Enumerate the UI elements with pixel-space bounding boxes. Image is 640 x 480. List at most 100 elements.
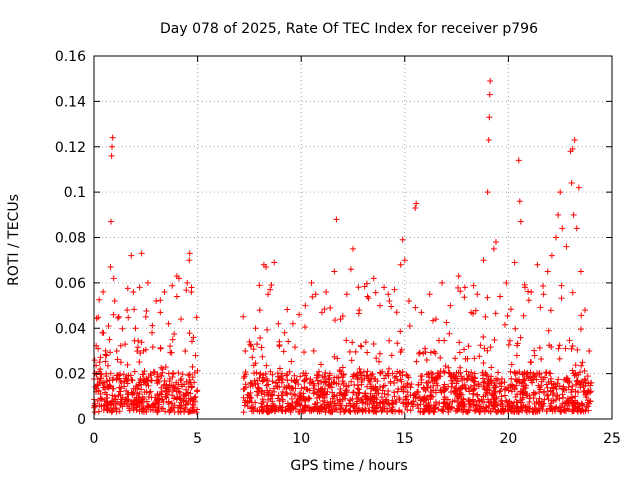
data-point <box>370 275 377 282</box>
data-point <box>257 335 264 342</box>
data-point <box>349 339 356 346</box>
data-point <box>468 369 475 376</box>
data-point <box>259 377 266 384</box>
data-point <box>193 314 200 321</box>
data-point <box>569 343 576 350</box>
data-point <box>145 404 152 411</box>
data-point <box>329 395 336 402</box>
data-point <box>481 345 488 352</box>
data-point <box>276 397 283 404</box>
data-point <box>291 377 298 384</box>
data-point <box>526 399 533 406</box>
data-point <box>347 396 354 403</box>
data-point <box>571 136 578 143</box>
data-point <box>173 379 180 386</box>
data-point <box>151 369 158 376</box>
data-point <box>280 348 287 355</box>
data-point <box>536 371 543 378</box>
data-point <box>372 289 379 296</box>
data-point <box>401 257 408 264</box>
data-point <box>322 369 329 376</box>
data-point <box>136 391 143 398</box>
data-point <box>391 380 398 387</box>
data-point <box>310 407 317 414</box>
data-point <box>361 283 368 290</box>
data-point <box>268 282 275 289</box>
data-point <box>130 401 137 408</box>
data-point <box>364 349 371 356</box>
data-point <box>514 405 521 412</box>
data-point <box>536 405 543 412</box>
data-point <box>521 377 528 384</box>
data-point <box>290 405 297 412</box>
data-point <box>506 337 513 344</box>
data-point <box>511 259 518 266</box>
data-point <box>248 342 255 349</box>
data-point <box>475 397 482 404</box>
data-point <box>504 312 511 319</box>
data-point <box>569 146 576 153</box>
data-point <box>321 392 328 399</box>
data-point <box>559 225 566 232</box>
data-point <box>317 361 324 368</box>
data-point <box>147 370 154 377</box>
data-point <box>512 370 519 377</box>
data-point <box>130 288 137 295</box>
data-point <box>574 401 581 408</box>
data-point <box>423 371 430 378</box>
data-point <box>389 404 396 411</box>
data-point <box>587 382 594 389</box>
data-point <box>519 394 526 401</box>
data-point <box>394 340 401 347</box>
data-point <box>275 320 282 327</box>
data-point <box>169 336 176 343</box>
data-point <box>533 376 540 383</box>
data-point <box>470 399 477 406</box>
data-point <box>384 391 391 398</box>
data-point <box>379 387 386 394</box>
data-point <box>347 408 354 415</box>
data-point <box>187 397 194 404</box>
data-point <box>95 408 102 415</box>
data-point <box>158 364 165 371</box>
data-point <box>568 345 575 352</box>
data-point <box>375 390 382 397</box>
data-point <box>347 266 354 273</box>
data-point <box>101 396 108 403</box>
data-point <box>270 385 277 392</box>
data-point <box>476 408 483 415</box>
data-point <box>192 352 199 359</box>
data-point <box>167 407 174 414</box>
data-point <box>388 352 395 359</box>
data-point <box>484 294 491 301</box>
data-point <box>119 325 126 332</box>
data-point <box>300 370 307 377</box>
data-point <box>312 291 319 298</box>
data-point <box>111 395 118 402</box>
data-point <box>192 394 199 401</box>
data-point <box>543 370 550 377</box>
data-point <box>404 380 411 387</box>
data-point <box>400 383 407 390</box>
data-point <box>302 402 309 409</box>
data-point <box>308 279 315 286</box>
data-point <box>465 398 472 405</box>
data-point <box>337 400 344 407</box>
data-point <box>487 377 494 384</box>
data-point <box>260 372 267 379</box>
data-point <box>276 365 283 372</box>
data-point <box>325 375 332 382</box>
data-point <box>393 373 400 380</box>
data-point <box>485 399 492 406</box>
data-point <box>163 394 170 401</box>
data-point <box>529 408 536 415</box>
data-point <box>498 393 505 400</box>
data-point <box>575 184 582 191</box>
data-point <box>263 375 270 382</box>
data-point <box>186 330 193 337</box>
data-point <box>405 399 412 406</box>
data-point <box>459 398 466 405</box>
data-point <box>109 134 116 141</box>
data-point <box>355 374 362 381</box>
data-point <box>583 404 590 411</box>
